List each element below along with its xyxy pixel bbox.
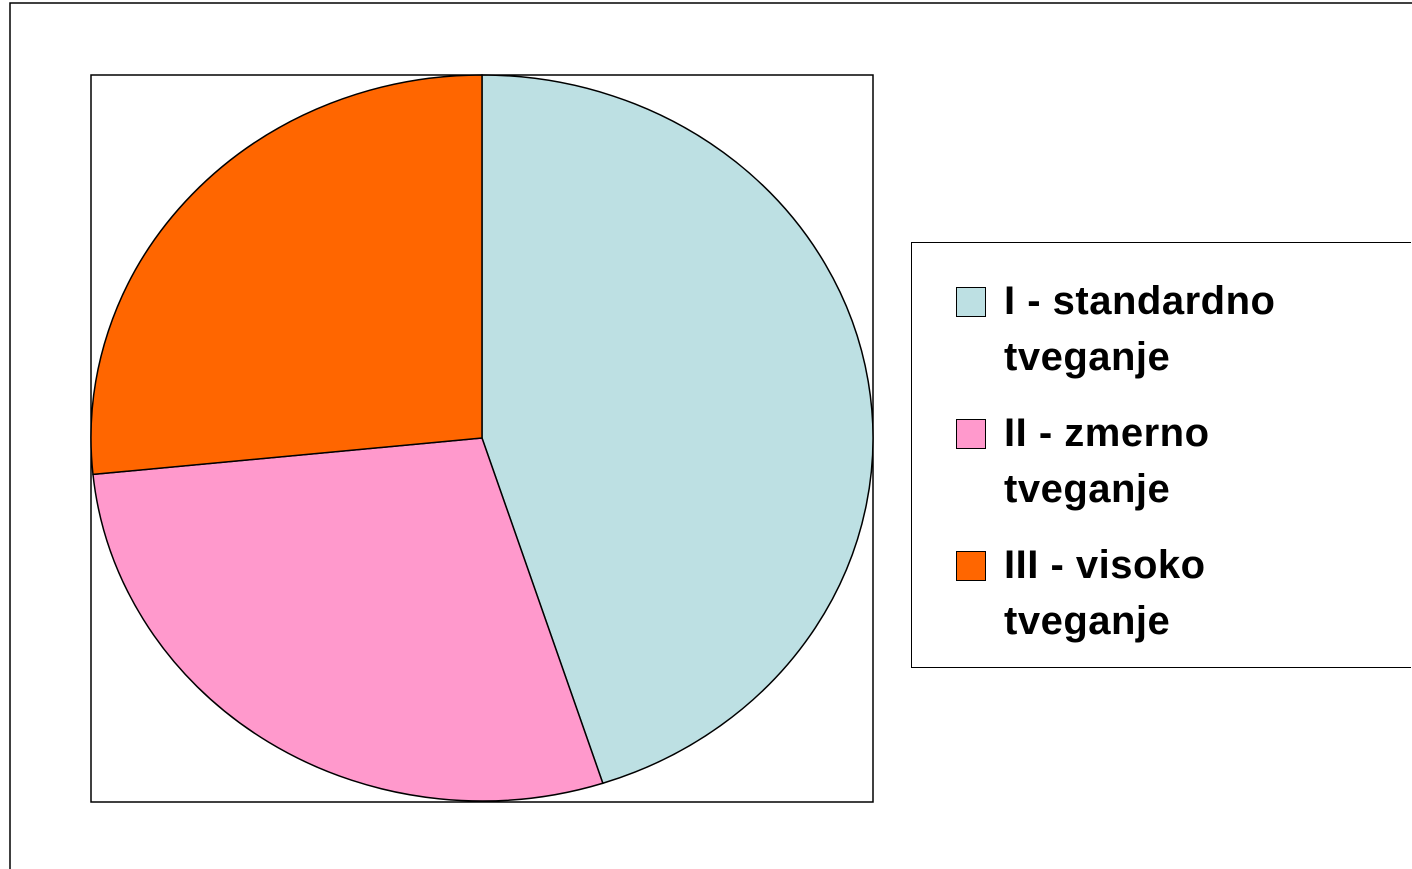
pie-slice	[481, 74, 874, 785]
chart-border	[9, 2, 1412, 869]
pie	[90, 74, 874, 802]
legend-item: III - visoko tveganje	[956, 537, 1411, 649]
pie-slice	[92, 437, 604, 802]
legend-item: I - standardno tveganje	[956, 273, 1411, 385]
legend-label: I - standardno tveganje	[1004, 279, 1276, 379]
legend: I - standardno tveganje II - zmerno tvega…	[911, 242, 1411, 668]
legend-item: II - zmerno tveganje	[956, 405, 1411, 517]
legend-swatch	[956, 419, 986, 449]
legend-swatch	[956, 551, 986, 581]
pie-slice	[90, 74, 483, 476]
legend-swatch	[956, 287, 986, 317]
legend-label: II - zmerno tveganje	[1004, 411, 1210, 511]
legend-label: III - visoko tveganje	[1004, 543, 1206, 643]
